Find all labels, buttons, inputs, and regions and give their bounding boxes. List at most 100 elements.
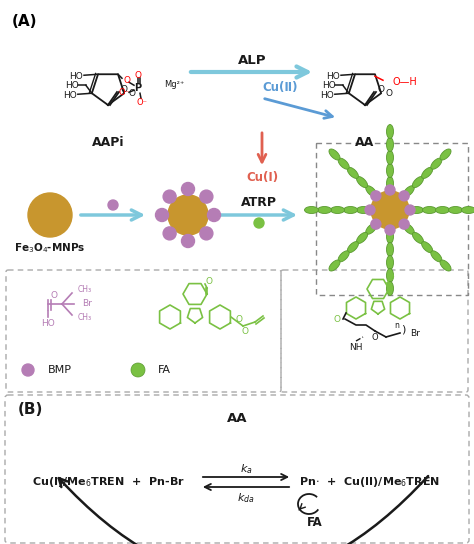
Text: HO: HO — [41, 318, 55, 327]
Text: AA: AA — [227, 411, 247, 424]
Text: O: O — [128, 89, 135, 98]
Text: HO: HO — [326, 72, 340, 81]
Text: $k_{da}$: $k_{da}$ — [237, 491, 255, 505]
Text: O: O — [372, 332, 378, 342]
Text: AA: AA — [356, 137, 374, 150]
Circle shape — [131, 363, 145, 377]
Circle shape — [385, 225, 395, 235]
Text: O: O — [135, 71, 142, 80]
Ellipse shape — [386, 125, 393, 139]
Ellipse shape — [386, 269, 393, 282]
Ellipse shape — [356, 232, 368, 244]
Text: P: P — [135, 83, 142, 93]
Circle shape — [371, 219, 381, 229]
Text: O: O — [388, 274, 394, 282]
Text: CH₃: CH₃ — [78, 286, 92, 294]
Text: BMP: BMP — [48, 365, 72, 375]
Circle shape — [182, 182, 194, 195]
Ellipse shape — [386, 281, 393, 295]
Ellipse shape — [462, 207, 474, 213]
Text: HO: HO — [63, 91, 77, 100]
Text: (A): (A) — [12, 14, 37, 29]
Text: HO: HO — [320, 91, 334, 100]
Ellipse shape — [386, 138, 393, 151]
Ellipse shape — [356, 177, 368, 188]
Text: O: O — [377, 85, 384, 95]
Ellipse shape — [338, 158, 349, 169]
Circle shape — [200, 190, 213, 203]
Circle shape — [155, 208, 168, 221]
Circle shape — [163, 227, 176, 240]
Text: Br: Br — [410, 329, 420, 337]
Text: $k_a$: $k_a$ — [240, 462, 252, 476]
Ellipse shape — [329, 260, 340, 271]
Circle shape — [200, 227, 213, 240]
Circle shape — [168, 195, 208, 235]
Ellipse shape — [347, 168, 358, 178]
Circle shape — [365, 205, 375, 215]
Circle shape — [163, 190, 176, 203]
Text: Pn$\cdot$  +  Cu(II)/Me$_6$TREN: Pn$\cdot$ + Cu(II)/Me$_6$TREN — [300, 475, 440, 489]
Text: NH: NH — [349, 343, 363, 351]
Text: O: O — [124, 76, 131, 85]
Ellipse shape — [386, 176, 393, 190]
Ellipse shape — [448, 207, 463, 213]
Ellipse shape — [421, 242, 433, 252]
Circle shape — [254, 218, 264, 228]
Text: ALP: ALP — [238, 53, 266, 66]
Circle shape — [182, 234, 194, 248]
Ellipse shape — [410, 207, 423, 213]
Ellipse shape — [318, 207, 331, 213]
Ellipse shape — [422, 207, 437, 213]
Ellipse shape — [386, 164, 393, 177]
Text: HO: HO — [322, 81, 336, 90]
Circle shape — [371, 191, 381, 201]
Text: HO: HO — [65, 81, 79, 90]
Ellipse shape — [386, 243, 393, 257]
Ellipse shape — [366, 186, 377, 197]
Text: Fe$_3$O$_4$-MNPs: Fe$_3$O$_4$-MNPs — [14, 241, 86, 255]
Text: ATRP: ATRP — [241, 196, 277, 209]
Circle shape — [385, 185, 395, 195]
Ellipse shape — [366, 223, 377, 234]
Circle shape — [108, 200, 118, 210]
Ellipse shape — [436, 207, 449, 213]
Ellipse shape — [431, 251, 442, 262]
Text: (B): (B) — [18, 403, 44, 417]
Text: n: n — [394, 320, 400, 330]
Ellipse shape — [386, 230, 393, 244]
Text: Cu(Ⅰ): Cu(Ⅰ) — [246, 171, 278, 184]
Circle shape — [22, 364, 34, 376]
FancyArrowPatch shape — [59, 476, 428, 544]
Ellipse shape — [304, 207, 319, 213]
Text: Br: Br — [82, 300, 92, 308]
Circle shape — [405, 205, 415, 215]
Ellipse shape — [440, 149, 451, 160]
Ellipse shape — [338, 251, 349, 262]
Text: Mg²⁺: Mg²⁺ — [164, 80, 184, 89]
Ellipse shape — [330, 207, 345, 213]
Ellipse shape — [412, 177, 423, 188]
Text: Cu(Ⅱ): Cu(Ⅱ) — [262, 82, 298, 95]
Text: FA: FA — [158, 365, 171, 375]
Circle shape — [371, 191, 409, 229]
Text: O: O — [241, 327, 248, 337]
Text: FA: FA — [307, 516, 323, 529]
Text: O—H: O—H — [393, 77, 418, 87]
Ellipse shape — [431, 158, 442, 169]
Text: Cu(I)/Me$_6$TREN  +  Pn-Br: Cu(I)/Me$_6$TREN + Pn-Br — [32, 475, 184, 489]
Ellipse shape — [329, 149, 340, 160]
Text: HO: HO — [69, 72, 83, 81]
Ellipse shape — [386, 151, 393, 164]
Text: ): ) — [401, 324, 405, 334]
Ellipse shape — [412, 232, 423, 244]
Ellipse shape — [356, 207, 371, 213]
Circle shape — [28, 193, 72, 237]
Text: O: O — [334, 314, 341, 324]
Ellipse shape — [344, 207, 357, 213]
Text: O⁻: O⁻ — [137, 98, 147, 107]
Text: O⁻: O⁻ — [118, 88, 129, 97]
Text: AAPi: AAPi — [92, 137, 124, 150]
Ellipse shape — [347, 242, 358, 252]
Ellipse shape — [403, 223, 414, 234]
